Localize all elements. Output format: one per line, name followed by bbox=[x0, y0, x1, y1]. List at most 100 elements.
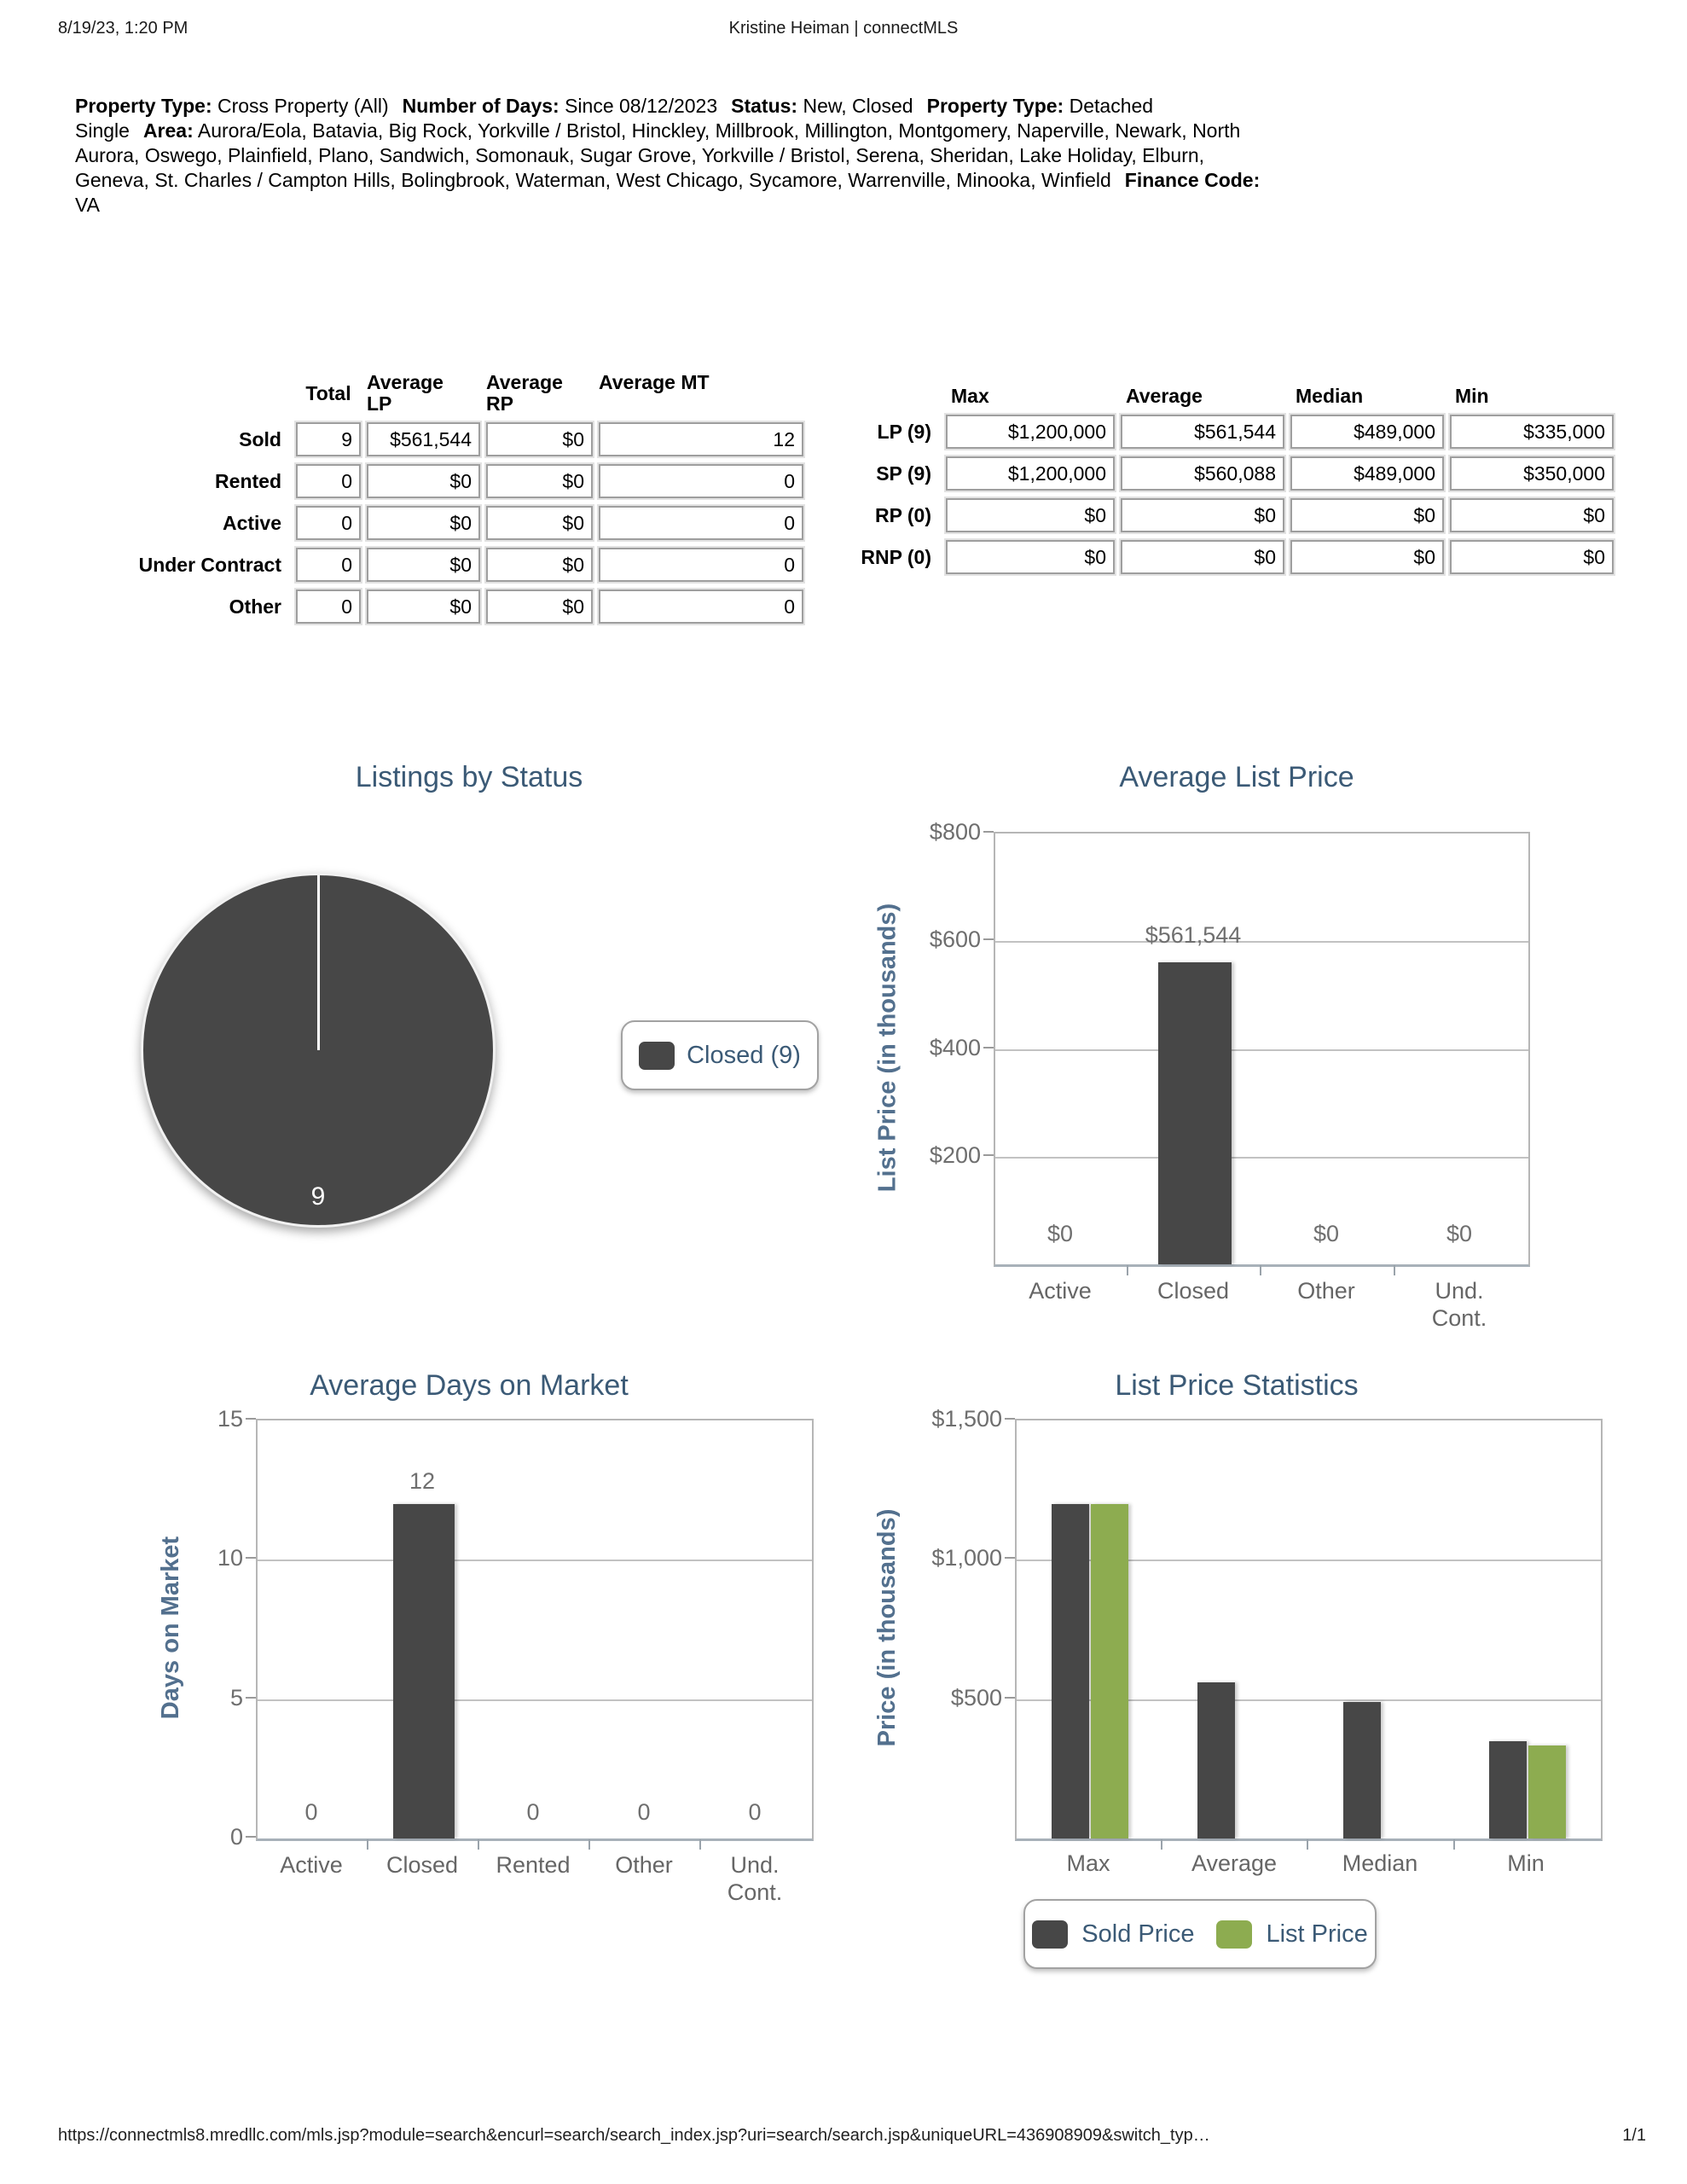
x-category-label: Active bbox=[1029, 1278, 1092, 1304]
col-header-min: Min bbox=[1455, 385, 1489, 407]
avg-dom-title: Average Days on Market bbox=[310, 1369, 629, 1402]
gridline bbox=[995, 941, 1528, 944]
x-category-label: Closed bbox=[1157, 1278, 1230, 1304]
y-tick: $1,000 bbox=[931, 1545, 1002, 1571]
tick-mark bbox=[588, 1839, 590, 1850]
cell-min: $0 bbox=[1450, 540, 1614, 574]
tick-mark bbox=[246, 1418, 256, 1420]
list-price-stats-legend: Sold Price List Price bbox=[1023, 1899, 1377, 1969]
tick-mark bbox=[478, 1839, 479, 1850]
row-label: Sold bbox=[239, 428, 281, 450]
cell-average: $0 bbox=[1121, 498, 1284, 532]
cell-avg-mt: 0 bbox=[599, 506, 803, 540]
x-category-label: Other bbox=[1297, 1278, 1355, 1304]
legend-label-list-price: List Price bbox=[1266, 1920, 1368, 1948]
cell-avg-lp: $561,544 bbox=[367, 422, 480, 456]
list-price-stats-plot bbox=[1015, 1419, 1603, 1841]
bar-closed bbox=[393, 1504, 455, 1838]
x-category-label: Max bbox=[1066, 1850, 1110, 1876]
header-title: Kristine Heiman | connectMLS bbox=[728, 19, 959, 38]
bar-value-label: $561,544 bbox=[1145, 922, 1242, 948]
row-label: LP (9) bbox=[877, 421, 931, 443]
col-header-avg-mt: Average MT bbox=[599, 371, 710, 393]
avg-dom-plot bbox=[256, 1419, 814, 1841]
bar-value-label: $0 bbox=[1046, 1221, 1074, 1246]
pie-slice-divider bbox=[317, 875, 320, 1050]
row-label: Other bbox=[229, 595, 281, 618]
cell-avg-rp: $0 bbox=[486, 506, 593, 540]
cell-avg-rp: $0 bbox=[486, 464, 593, 498]
tick-mark bbox=[1307, 1839, 1308, 1850]
criteria-label: Property Type: bbox=[926, 95, 1064, 117]
cell-min: $335,000 bbox=[1450, 415, 1614, 449]
y-tick: $800 bbox=[929, 819, 981, 845]
cell-avg-lp: $0 bbox=[367, 506, 480, 540]
cell-avg-lp: $0 bbox=[367, 590, 480, 624]
tick-mark bbox=[699, 1839, 701, 1850]
legend-swatch-closed bbox=[639, 1041, 675, 1070]
x-category-label: Min bbox=[1507, 1850, 1545, 1876]
cell-total: 0 bbox=[296, 464, 361, 498]
tick-mark bbox=[1394, 1265, 1395, 1275]
cell-median: $489,000 bbox=[1290, 456, 1444, 491]
header-datetime: 8/19/23, 1:20 PM bbox=[58, 19, 188, 38]
list-price-stats-ylabel: Price (in thousands) bbox=[873, 1508, 901, 1747]
gridline bbox=[258, 1560, 812, 1562]
tick-mark bbox=[1005, 1697, 1015, 1699]
tick-mark bbox=[1161, 1839, 1162, 1850]
bar-value-label: 0 bbox=[526, 1799, 540, 1825]
cell-avg-rp: $0 bbox=[486, 548, 593, 582]
col-header-total: Total bbox=[305, 381, 351, 404]
price-statistics-table: Max Average Median Min LP (9) $1,200,000… bbox=[820, 386, 1614, 574]
cell-min: $350,000 bbox=[1450, 456, 1614, 491]
cell-median: $489,000 bbox=[1290, 415, 1444, 449]
cell-total: 0 bbox=[296, 590, 361, 624]
cell-avg-mt: 0 bbox=[599, 464, 803, 498]
criteria-value: VA bbox=[75, 194, 100, 216]
cell-avg-lp: $0 bbox=[367, 464, 480, 498]
tick-mark bbox=[367, 1839, 368, 1850]
y-tick: $600 bbox=[929, 926, 981, 952]
cell-avg-rp: $0 bbox=[486, 590, 593, 624]
y-tick: $400 bbox=[929, 1035, 981, 1060]
x-category-label: Average bbox=[1191, 1850, 1278, 1876]
row-label: Active bbox=[222, 512, 281, 534]
criteria-segment: Property Type: Cross Property (All) bbox=[75, 95, 389, 117]
criteria-segment: Property Type: Detached Single bbox=[75, 95, 1153, 142]
bar-value-label: $0 bbox=[1446, 1221, 1473, 1246]
cell-max: $1,200,000 bbox=[946, 415, 1115, 449]
y-tick: $200 bbox=[929, 1142, 981, 1168]
y-tick: $500 bbox=[950, 1685, 1002, 1711]
x-category-label: Active bbox=[280, 1852, 343, 1878]
y-tick: 5 bbox=[229, 1685, 243, 1711]
cell-total: 0 bbox=[296, 548, 361, 582]
gridline bbox=[1017, 1699, 1601, 1701]
row-label: Rented bbox=[215, 470, 281, 492]
status-summary-table: Total Average LP Average RP Average MT S… bbox=[81, 372, 803, 624]
tick-mark bbox=[983, 1154, 994, 1156]
x-category-label: Median bbox=[1342, 1850, 1418, 1876]
tick-mark bbox=[983, 831, 994, 833]
bar-list-max bbox=[1091, 1504, 1128, 1838]
col-header-max: Max bbox=[951, 385, 989, 407]
criteria-value: Detached Single bbox=[75, 95, 1154, 142]
cell-avg-rp: $0 bbox=[486, 422, 593, 456]
tick-mark bbox=[1005, 1418, 1015, 1420]
tick-mark bbox=[1005, 1557, 1015, 1559]
footer-page-number: 1/1 bbox=[1622, 2126, 1646, 2145]
y-tick: 15 bbox=[217, 1406, 243, 1432]
row-label: RNP (0) bbox=[861, 546, 931, 568]
bar-value-label: 0 bbox=[748, 1799, 762, 1825]
tick-mark bbox=[1127, 1265, 1128, 1275]
bar-list-min bbox=[1528, 1745, 1566, 1838]
criteria-value: Cross Property (All) bbox=[217, 95, 389, 117]
spacer bbox=[820, 386, 940, 407]
gridline bbox=[1017, 1560, 1601, 1562]
y-tick: $1,500 bbox=[931, 1406, 1002, 1432]
bar-closed bbox=[1158, 961, 1232, 1264]
cell-avg-mt: 0 bbox=[599, 590, 803, 624]
legend-swatch-list-price bbox=[1216, 1920, 1253, 1949]
gridline bbox=[995, 1048, 1528, 1051]
bar-sold-min bbox=[1489, 1740, 1527, 1838]
